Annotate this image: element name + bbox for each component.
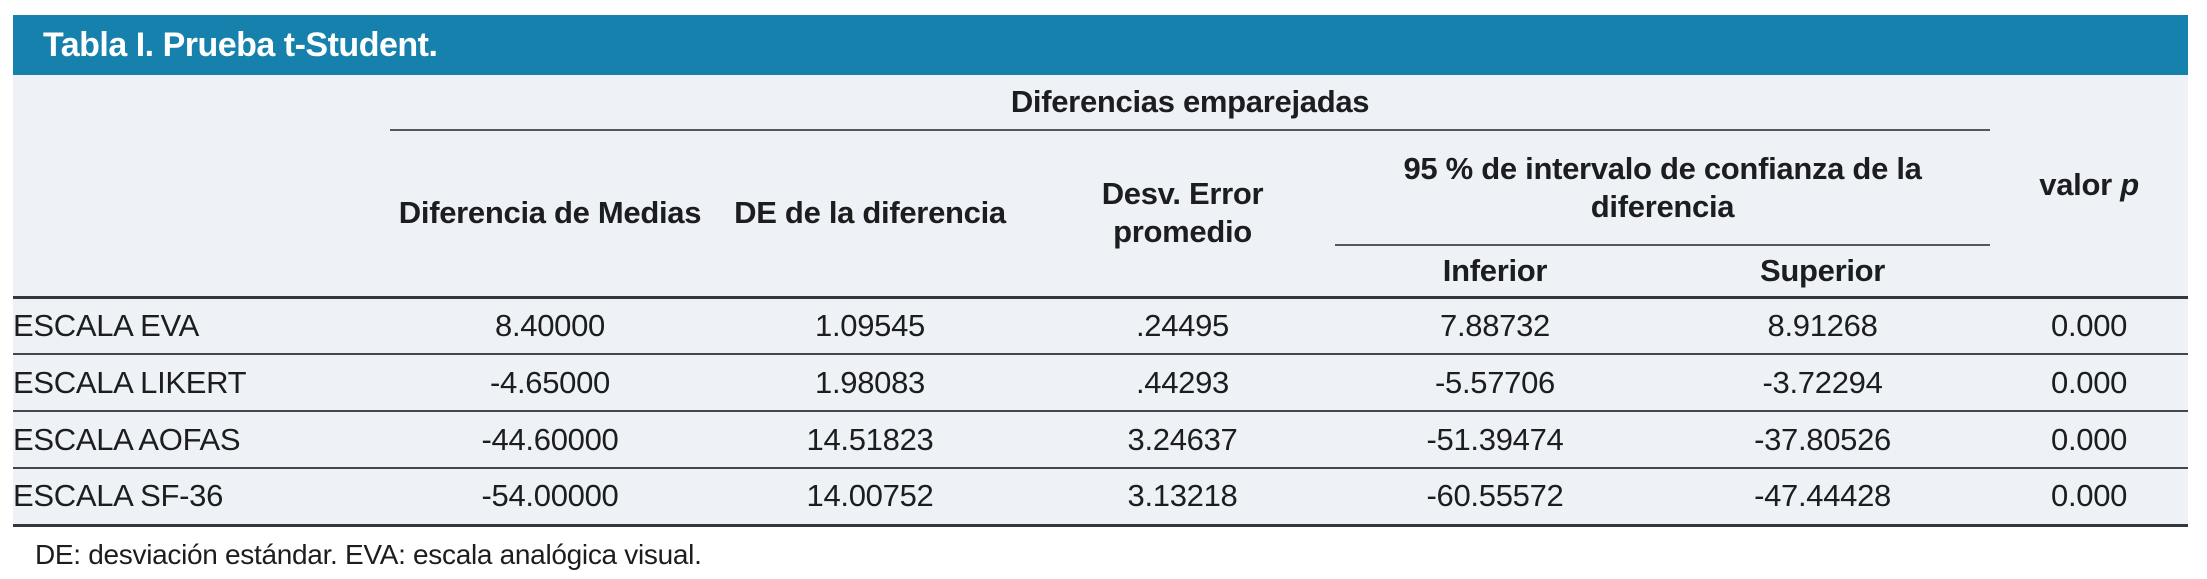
cell-ci-lower: -51.39474 (1335, 410, 1655, 468)
cell-mean-diff: -54.00000 (390, 467, 710, 525)
cell-std-error: 3.24637 (1030, 410, 1335, 468)
header-std-error: Desv. Error promedio (1101, 176, 1264, 250)
row-label: ESCALA SF-36 (13, 467, 390, 525)
table-block: Tabla I. Prueba t-Student. Diferencias e… (13, 15, 2189, 571)
cell-ci-lower: -5.57706 (1335, 353, 1655, 411)
cell-p-value: 0.000 (1990, 467, 2189, 525)
cell-mean-diff: 8.40000 (390, 295, 710, 354)
cell-p-value: 0.000 (1990, 295, 2189, 354)
row-label: ESCALA LIKERT (13, 353, 390, 411)
header-ci-upper: Superior (1759, 252, 1886, 288)
table-header: Diferencias emparejadas valor p Diferenc… (13, 75, 2188, 297)
cell-ci-lower: -60.55572 (1335, 467, 1655, 525)
header-mean-difference: Diferencia de Medias (398, 195, 702, 231)
cell-sd-diff: 1.98083 (710, 353, 1030, 411)
cell-std-error: .44293 (1030, 353, 1335, 411)
cell-std-error: .24495 (1030, 295, 1335, 354)
row-label: ESCALA AOFAS (13, 410, 390, 468)
cell-ci-upper: -3.72294 (1655, 353, 1991, 411)
cell-std-error: 3.13218 (1030, 467, 1335, 525)
table-row-escala-eva: ESCALA EVA 8.40000 1.09545 .24495 7.8873… (13, 295, 2189, 354)
cell-ci-lower: 7.88732 (1335, 295, 1655, 354)
t-student-table: Diferencias emparejadas valor p Diferenc… (13, 75, 2189, 527)
header-ci-lower: Inferior (1442, 252, 1548, 288)
table-title: Tabla I. Prueba t-Student. (43, 25, 438, 64)
table-footnote: DE: desviación estándar. EVA: escala ana… (13, 538, 2188, 571)
header-empty-corner (13, 75, 390, 297)
cell-mean-diff: -44.60000 (390, 410, 710, 468)
p-value-label: valor (2039, 167, 2112, 203)
cell-sd-diff: 14.51823 (710, 410, 1030, 468)
cell-ci-upper: -47.44428 (1655, 467, 1991, 525)
cell-sd-diff: 1.09545 (710, 295, 1030, 354)
table-title-bar: Tabla I. Prueba t-Student. (13, 15, 2188, 75)
header-sd-difference: DE de la diferencia (734, 195, 1006, 231)
row-label: ESCALA EVA (13, 295, 390, 354)
table-row-escala-sf36: ESCALA SF-36 -54.00000 14.00752 3.13218 … (13, 467, 2189, 525)
cell-ci-upper: 8.91268 (1655, 295, 1991, 354)
p-value-symbol: p (2120, 167, 2139, 203)
header-confidence-interval: 95 % de intervalo de confianza de la dif… (1335, 130, 1991, 246)
cell-sd-diff: 14.00752 (710, 467, 1030, 525)
cell-mean-diff: -4.65000 (390, 353, 710, 411)
cell-p-value: 0.000 (1990, 410, 2189, 468)
cell-p-value: 0.000 (1990, 353, 2189, 411)
table-row-escala-likert: ESCALA LIKERT -4.65000 1.98083 .44293 -5… (13, 353, 2189, 411)
cell-ci-upper: -37.80526 (1655, 410, 1991, 468)
table-body: ESCALA EVA 8.40000 1.09545 .24495 7.8873… (13, 295, 2189, 525)
header-p-value: valor p (1990, 75, 2188, 297)
header-paired-differences: Diferencias emparejadas (390, 75, 1991, 131)
table-row-escala-aofas: ESCALA AOFAS -44.60000 14.51823 3.24637 … (13, 410, 2189, 468)
